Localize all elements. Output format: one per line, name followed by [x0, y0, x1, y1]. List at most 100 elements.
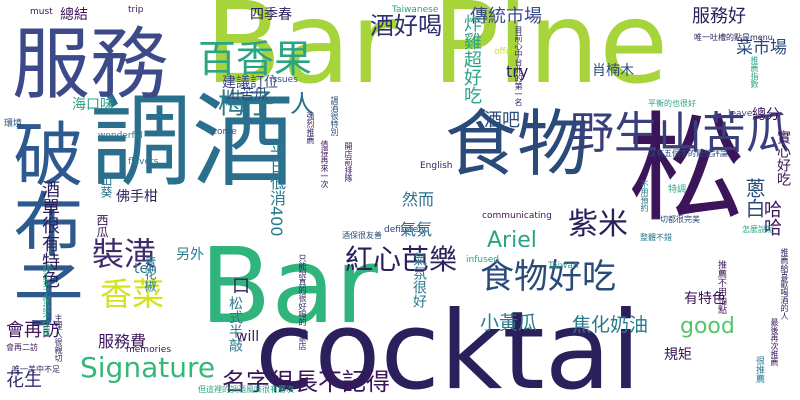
word-offer: offer — [494, 47, 515, 57]
word-taiwanese: Taiwanese — [392, 5, 439, 15]
word-ran-er: 然而 — [402, 190, 435, 209]
word-cai-shi-chang: 菜市場 — [736, 38, 787, 58]
word-small-9: 主理人很親切 — [54, 314, 63, 362]
word-small-4: 一切都很完美 — [652, 215, 700, 224]
word-small-25: 特調 — [668, 185, 687, 195]
word-small-16: 怎麼說呢 — [742, 225, 774, 234]
word-small-12: 推薦給喜歡喝酒的人 — [780, 248, 789, 320]
word-small-18: 值得再來一次 — [320, 140, 329, 188]
word-ye-sheng: 野生山苦瓜 — [570, 108, 790, 159]
word-issues: issues — [270, 75, 298, 85]
word-hua-sheng: 花生 — [6, 370, 42, 391]
word-huan-jing: 環境 — [4, 119, 23, 129]
word-ha-ha: 哈哈 — [761, 200, 782, 236]
word-kou: 口 — [232, 276, 250, 297]
word-wonderful: wonderful — [98, 131, 143, 141]
word-hui-zai-fang: 會再訪 — [6, 320, 60, 341]
word-xiang-cai: 香菜 — [100, 275, 165, 313]
word-qi-fen-hen-hao: 氣氛很好 — [411, 252, 427, 308]
word-jiu-ba: 酒吧 — [484, 110, 520, 131]
word-ren: 人 — [290, 90, 314, 118]
word-hai-kou-wei: 海口味 — [72, 97, 114, 113]
word-small-13: 沒有五個字的最佳評論 — [648, 149, 728, 158]
word-bar-1: Bar — [200, 225, 378, 347]
word-small-14: 強烈推薦 — [306, 112, 315, 144]
word-definitely: definitely — [384, 225, 427, 235]
word-jiu-hen-you-te-se: 酒單很有特色 — [39, 180, 60, 288]
word-small-6: 但這裡的調酒風味很有層次 — [198, 385, 294, 394]
word-qi-fen: 氣氛 — [400, 220, 433, 239]
word-small-15: 調酒很特別 — [330, 96, 339, 136]
word-ping-ri: 平日低消400 — [267, 142, 286, 237]
word-fu-wu-hao: 服務好 — [692, 6, 746, 27]
word-leave: leave — [728, 109, 753, 119]
word-shi-wu: 食物 — [445, 102, 590, 186]
word-small-20: 開店前排隊 — [344, 142, 353, 182]
word-shan-ku-gua: 山苦瓜 — [226, 87, 268, 103]
word-jiu-hao-he: 酒好喝 — [370, 12, 442, 40]
word-bar-pine: Bar Pine — [205, 0, 669, 109]
word-small-2: 目前心中台北的第一名 — [514, 26, 523, 106]
word-small-10: 很推薦 — [754, 356, 764, 383]
word-gui-ju: 規矩 — [664, 347, 692, 363]
word-must: must — [30, 7, 53, 17]
word-mei-zi: 梅子 — [218, 87, 275, 120]
word-ling-wai: 另外 — [176, 247, 204, 263]
word-you-te-se: 有特色 — [684, 291, 726, 307]
word-trip: trip — [128, 5, 144, 15]
word-cong-bai: 蔥白 — [742, 178, 766, 218]
word-come: come — [212, 127, 237, 137]
word-xi-gua: 西瓜 — [95, 214, 109, 238]
word-ming-zi: 名字很長不記得 — [222, 368, 390, 396]
word-small-5: 只能說真的很好喝的一家店 — [298, 254, 307, 350]
word-taiwan: Taiwan — [548, 261, 579, 271]
word-zong-jie: 總結 — [60, 7, 88, 23]
word-small-23: 不用預約 — [640, 180, 649, 212]
word-qing-hua-jiao: 青花椒 — [143, 256, 157, 292]
word-fu-wu: 服務 — [12, 20, 169, 110]
word-xiao-huang-gua: 小黃瓜 — [480, 312, 538, 334]
word-chuan-tong: 傳統市場 — [470, 6, 542, 27]
word-english: English — [420, 161, 453, 171]
word-flavors: flavors — [128, 157, 159, 167]
word-fo-shou-gan: 佛手柑 — [116, 189, 158, 205]
word-ariel: Ariel — [487, 228, 537, 253]
word-shi-xin-fu: 實心好吃 — [775, 130, 791, 186]
word-try: try — [506, 62, 529, 81]
word-zhuang-huang: 裝潢 — [92, 235, 157, 273]
word-si-ji-chun: 四季春 — [250, 7, 292, 23]
word-hong-xin: 紅心芭樂 — [345, 243, 458, 276]
word-small-11: 會再二訪 — [6, 343, 38, 352]
word-zi-mi: 紫米 — [568, 207, 628, 242]
word-jian-yi-ding-wei: 建議訂位 — [222, 75, 278, 91]
word-zha-ji: 炸雞超好吃 — [461, 14, 482, 104]
word-small-3: 平衡的也很好 — [648, 99, 696, 108]
word-rou-gui-mu: 肖楠木 — [592, 63, 634, 79]
word-bai-xiang-guo: 百香果 — [198, 37, 313, 81]
word-communicating: communicating — [482, 211, 552, 221]
word-small-7: 推薦不用怕點 — [716, 260, 726, 314]
word-jiao-hua: 焦化奶油 — [572, 314, 649, 336]
word-small-1: 唯一吐槽的點是menu — [694, 33, 773, 42]
word-infused: infused — [466, 255, 500, 265]
word-song-shi: 松式半敲 — [227, 296, 243, 352]
word-signature: Signature — [80, 351, 216, 384]
word-shi-wu-hao-chi: 食物好吃 — [480, 257, 616, 297]
word-ten: ten — [134, 261, 157, 277]
word-good: good — [680, 314, 735, 339]
word-small-19: 推薦指數 — [750, 56, 759, 88]
word-song: 松 — [628, 100, 747, 238]
word-small-17: 整體不錯 — [640, 233, 672, 242]
word-will: will — [236, 329, 260, 345]
word-fu-wu-fei: 服務費 — [98, 332, 147, 351]
word-po-bu-zi: 破布子 — [2, 118, 84, 328]
word-small-8: 反正來了保證不採雷 — [42, 264, 51, 336]
word-memories: memories — [126, 345, 172, 355]
word-shan-kui: 山葵 — [99, 174, 113, 198]
word-small-21: 酒保很友善 — [342, 231, 382, 240]
word-small-24: 最後再次推薦 — [770, 318, 779, 366]
word-tiao-jiu: 調酒 — [90, 83, 294, 202]
word-cocktail: cocktai — [255, 289, 641, 400]
word-zong-fen: 總分 — [752, 107, 780, 123]
